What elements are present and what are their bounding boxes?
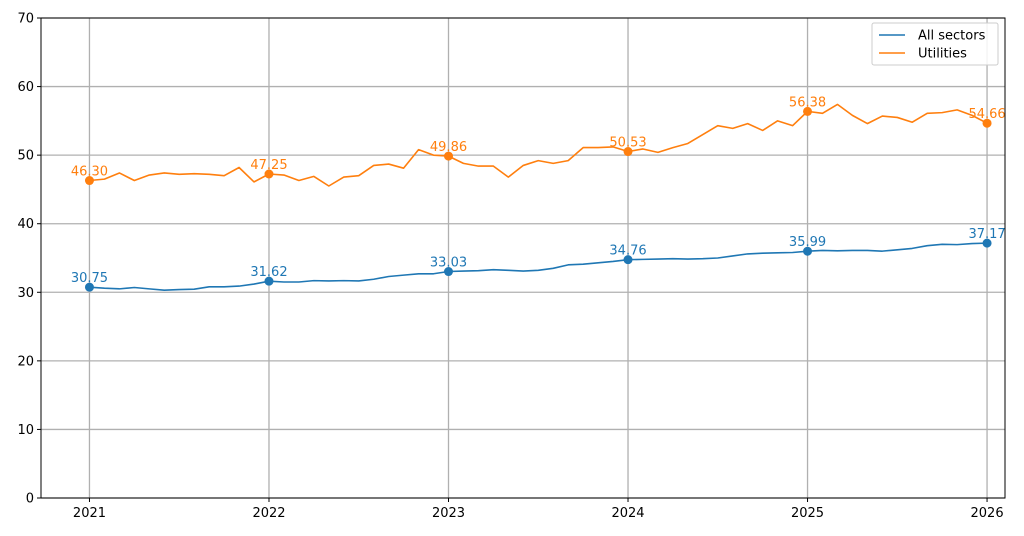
data-point-all-sectors: [803, 246, 813, 256]
x-tick-label: 2024: [611, 506, 644, 521]
x-tick-label: 2025: [791, 506, 824, 521]
legend-box: [871, 22, 999, 66]
series-layer: [89, 103, 988, 292]
data-point-utilities: [264, 169, 274, 179]
data-point-all-sectors: [264, 276, 274, 286]
y-tick-label: 50: [17, 149, 34, 164]
grid: [41, 17, 1005, 499]
data-label-all-sectors: 33.03: [430, 256, 467, 271]
series-line-all-sectors: [89, 242, 988, 292]
y-tick-label: 60: [17, 80, 34, 95]
data-label-utilities: 49.86: [430, 140, 467, 155]
x-tick-label: 2022: [252, 506, 285, 521]
data-point-all-sectors: [444, 267, 454, 277]
data-label-utilities: 46.30: [71, 165, 108, 180]
legend: All sectors Utilities: [871, 22, 999, 66]
data-point-utilities: [623, 147, 633, 157]
data-label-all-sectors: 34.76: [609, 244, 646, 259]
y-tick-label: 70: [17, 12, 34, 27]
y-tick-label: 40: [17, 217, 34, 232]
data-label-utilities: 47.25: [250, 158, 287, 173]
legend-label-all-sectors: All sectors: [918, 29, 986, 44]
legend-label-utilities: Utilities: [918, 47, 967, 62]
data-point-all-sectors: [84, 282, 94, 292]
data-label-all-sectors: 35.99: [789, 235, 826, 250]
markers-layer: 30.75 31.62 33.03 34.76 35.99 37.17 46.30 47.25…: [71, 95, 1006, 292]
data-point-utilities: [982, 118, 992, 128]
y-tick-label: 30: [17, 286, 34, 301]
data-point-all-sectors: [623, 255, 633, 265]
y-tick-label: 10: [17, 423, 34, 438]
data-label-utilities: 50.53: [609, 136, 646, 151]
data-point-utilities: [84, 176, 94, 186]
data-label-all-sectors: 30.75: [71, 271, 108, 286]
data-label-utilities: 56.38: [789, 95, 826, 110]
y-tick-label: 0: [26, 492, 34, 507]
x-tick-label: 2021: [73, 506, 106, 521]
axes: 2021 2022 2023 2024 2025 2026 0 10 20 30 40 50 60 70: [17, 12, 1003, 522]
data-label-utilities: 54.66: [968, 107, 1005, 122]
data-point-utilities: [803, 106, 813, 116]
plot-frame: [40, 17, 1006, 499]
x-tick-label: 2023: [432, 506, 465, 521]
data-label-all-sectors: 31.62: [250, 265, 287, 280]
y-tick-label: 20: [17, 354, 34, 369]
x-tick-label: 2026: [971, 506, 1004, 521]
data-label-all-sectors: 37.17: [968, 227, 1005, 242]
data-point-all-sectors: [982, 238, 992, 248]
data-point-utilities: [444, 151, 454, 161]
series-line-utilities: [89, 103, 988, 187]
